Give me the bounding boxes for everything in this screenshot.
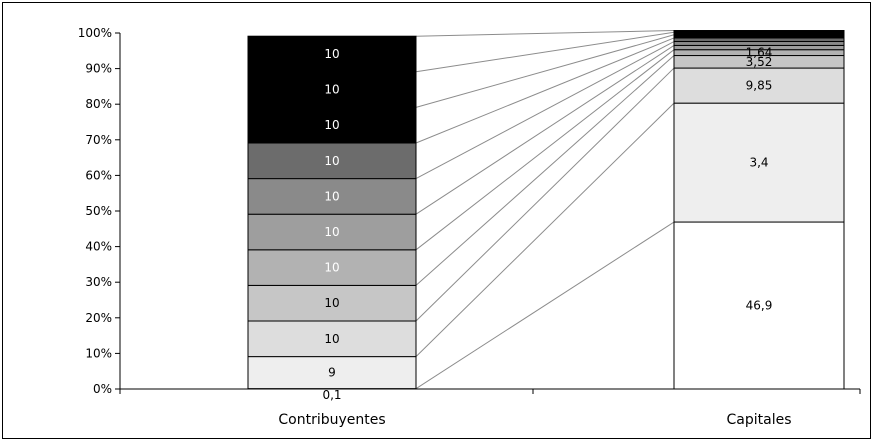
bar-segment [247,320,417,358]
data-label: 0,1 [322,388,341,402]
x-category-label: Contribuyentes [278,412,385,428]
bar-segment [247,284,417,322]
data-label: 10 [324,83,339,97]
data-label: 3,52 [746,55,773,69]
segment-labels: 0,1 46,9 9 3,4 10 9,85 10 3,52 10 1,64 10 10 10 10 10 1… [322,46,772,402]
data-label: 9 [328,366,336,380]
bar-segment [673,30,845,33]
data-label: 1,64 [746,46,773,60]
y-axis: 0% 10% 20% 30% 40% 50% 60% 70% 80% 90% 100% [78,26,861,396]
data-label: 10 [324,189,339,203]
x-category-label: Capitales [727,412,792,428]
data-label: 10 [324,332,339,346]
bar-segment [247,35,417,73]
data-label: 46,9 [746,299,773,313]
bar-segment [247,142,417,180]
category-labels: Contribuyentes Capitales [278,412,791,428]
bar-segment [247,249,417,286]
data-label: 10 [324,261,339,275]
data-label: 10 [324,225,339,239]
y-tick-label: 100% [78,26,112,40]
y-tick-label: 80% [85,97,112,111]
y-tick-label: 10% [85,346,112,360]
y-tick-label: 30% [85,275,112,289]
data-label: 10 [324,118,339,132]
data-label: 10 [324,154,339,168]
y-tick-label: 90% [85,62,112,76]
y-tick-label: 60% [85,168,112,182]
y-tick-label: 20% [85,311,112,325]
y-tick-label: 0% [93,382,112,396]
bar-segment [673,102,845,223]
connector-line [415,55,675,286]
data-label: 3,4 [749,156,768,170]
bars [247,30,845,390]
bar-segment [247,106,417,144]
y-tick-label: 70% [85,133,112,147]
bar-segment [673,37,845,43]
bar-segment [247,356,417,390]
connector-line [415,37,675,144]
bar-segment [247,213,417,251]
connector-line [415,30,675,37]
bar-segment [673,67,845,104]
data-label: 9,85 [746,79,773,93]
connector-line [415,45,675,215]
bar-segment [247,71,417,108]
connector-lines [415,30,675,390]
connector-line [415,67,675,322]
data-label: 10 [324,296,339,310]
y-tick-label: 50% [85,204,112,218]
bar-segment [247,178,417,215]
connector-line [415,102,675,357]
connector-line [415,49,675,251]
connector-line [415,41,675,180]
connector-line [415,221,675,390]
data-label: 10 [324,47,339,61]
connector-line [415,34,675,108]
connector-line [415,31,675,73]
y-tick-label: 40% [85,240,112,254]
